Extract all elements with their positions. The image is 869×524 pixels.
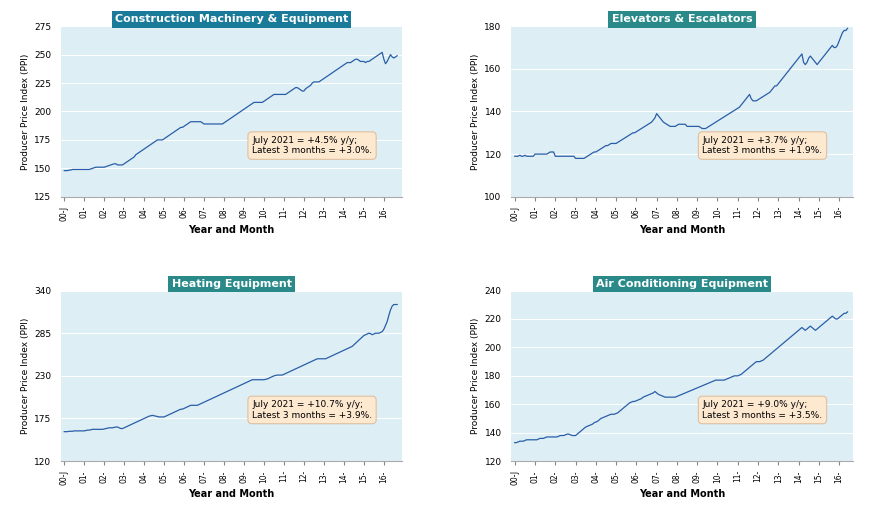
Y-axis label: Producer Price Index (PPI): Producer Price Index (PPI) — [21, 53, 30, 170]
Y-axis label: Producer Price Index (PPI): Producer Price Index (PPI) — [21, 318, 30, 434]
Text: Elevators & Escalators: Elevators & Escalators — [611, 15, 752, 25]
Y-axis label: Producer Price Index (PPI): Producer Price Index (PPI) — [471, 53, 480, 170]
X-axis label: Year and Month: Year and Month — [638, 225, 724, 235]
Text: Air Conditioning Equipment: Air Conditioning Equipment — [595, 279, 767, 289]
Text: July 2021 = +3.7% y/y;
Latest 3 months = +1.9%.: July 2021 = +3.7% y/y; Latest 3 months =… — [701, 136, 821, 155]
X-axis label: Year and Month: Year and Month — [638, 489, 724, 499]
Text: Construction Machinery & Equipment: Construction Machinery & Equipment — [115, 15, 348, 25]
X-axis label: Year and Month: Year and Month — [189, 225, 275, 235]
X-axis label: Year and Month: Year and Month — [189, 489, 275, 499]
Y-axis label: Producer Price Index (PPI): Producer Price Index (PPI) — [471, 318, 480, 434]
Text: July 2021 = +9.0% y/y;
Latest 3 months = +3.5%.: July 2021 = +9.0% y/y; Latest 3 months =… — [701, 400, 821, 420]
Text: Heating Equipment: Heating Equipment — [171, 279, 291, 289]
Text: July 2021 = +10.7% y/y;
Latest 3 months = +3.9%.: July 2021 = +10.7% y/y; Latest 3 months … — [252, 400, 372, 420]
Text: July 2021 = +4.5% y/y;
Latest 3 months = +3.0%.: July 2021 = +4.5% y/y; Latest 3 months =… — [252, 136, 372, 155]
